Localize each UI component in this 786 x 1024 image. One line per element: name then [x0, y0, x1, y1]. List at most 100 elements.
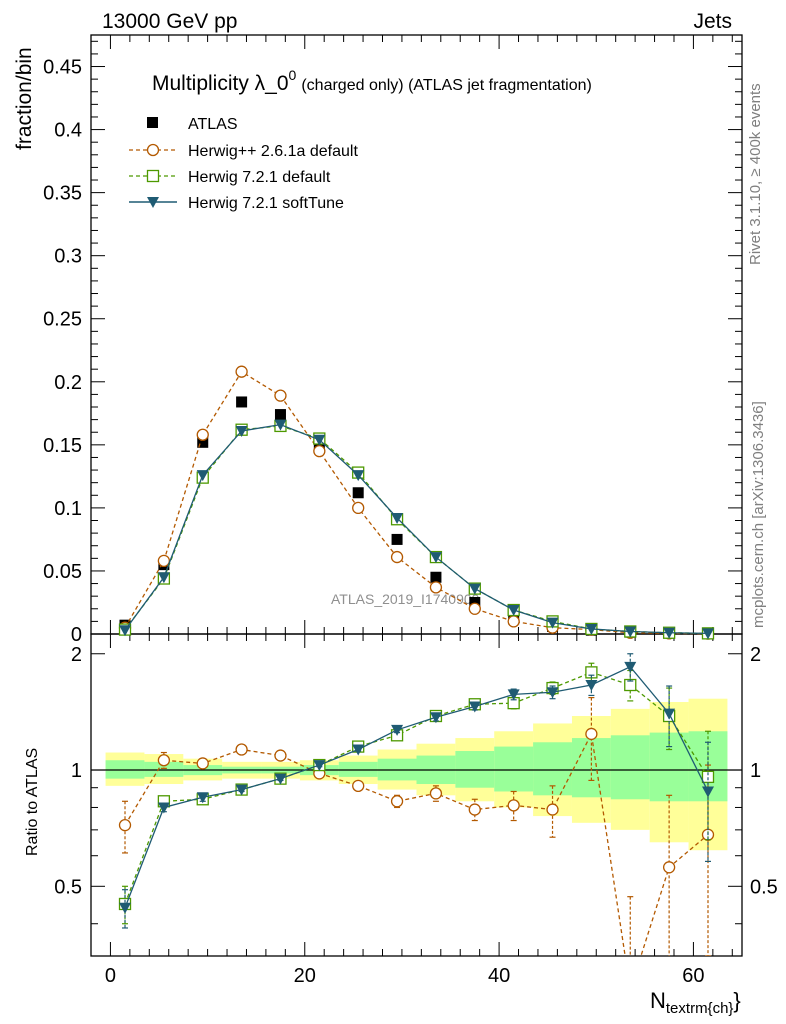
ratio-point-herwig-7-2-1-softtune	[507, 689, 520, 701]
data-point-herwig-7-2-1-softtune	[624, 626, 637, 638]
data-point-herwig-7-2-1-softtune	[429, 552, 442, 564]
ratio-point-herwig-2-6-1a-default	[585, 727, 598, 741]
data-point-atlas	[236, 396, 248, 408]
x-axis-title-sub: textrm{ch}	[666, 1000, 734, 1017]
ratio-point-herwig-7-2-1-softtune	[663, 708, 676, 720]
data-point-herwig-7-2-1-softtune	[235, 425, 248, 437]
ratio-point-herwig-2-6-1a-default	[662, 861, 676, 874]
data-point-herwig-2-6-1a-default	[196, 428, 209, 441]
data-point-herwig-7-2-1-softtune	[391, 512, 404, 524]
ratio-y-tick-label: 0.5	[54, 876, 82, 898]
data-point-herwig-7-2-1-softtune	[274, 419, 287, 431]
ratio-point-herwig-2-6-1a-default	[507, 799, 520, 812]
data-point-herwig-7-2-1-softtune	[313, 434, 326, 446]
ratio-point-herwig-2-6-1a-default	[390, 795, 404, 808]
ratio-point-herwig-7-2-1-softtune	[157, 802, 170, 814]
ratio-inner-band	[455, 751, 495, 788]
ratio-point-herwig-7-2-1-softtune	[313, 760, 326, 772]
top-y-tick-label: 0.4	[54, 120, 82, 142]
ratio-point-herwig-7-2-1-softtune	[391, 724, 404, 736]
chart-title-superscript: 0	[289, 67, 297, 83]
data-point-herwig-2-6-1a-default	[274, 389, 287, 402]
series-line-herwig-7-2-1-softtune	[124, 423, 709, 635]
ratio-y-tick-label-right: 0.5	[750, 876, 778, 898]
ratio-point-herwig-2-6-1a-default	[625, 984, 636, 995]
ratio-point-herwig-7-2-1-softtune	[196, 792, 209, 804]
ratio-inner-band	[338, 761, 378, 777]
legend-marker-herwig7-softtune	[147, 197, 159, 208]
ratio-point-herwig-2-6-1a-default	[352, 779, 365, 792]
rivet-version-label: Rivet 3.1.10, ≥ 400k events	[747, 83, 764, 265]
data-point-atlas	[469, 596, 481, 608]
ratio-y-tick-label: 2	[71, 644, 82, 666]
data-point-herwig-2-6-1a-default	[235, 365, 248, 378]
data-point-atlas	[430, 571, 442, 583]
ratio-inner-band	[494, 746, 534, 792]
ratio-point-herwig-7-2-1-softtune	[429, 712, 442, 724]
legend-marker-herwigpp	[146, 143, 160, 157]
header-category-label: Jets	[693, 10, 732, 33]
ratio-point-herwig-2-6-1a-default	[118, 818, 132, 832]
ratio-point-herwig-7-2-1-softtune	[235, 784, 248, 796]
data-point-herwig-2-6-1a-default	[157, 554, 171, 568]
ratio-point-herwig-7-2-1-softtune	[585, 680, 598, 692]
data-point-herwig-2-6-1a-default	[313, 444, 326, 458]
top-y-tick-label: 0.45	[43, 57, 82, 79]
ratio-line-herwig-7-2-1-default	[124, 671, 709, 905]
legend-label-herwig7-softtune: Herwig 7.2.1 softTune	[188, 195, 344, 212]
data-point-herwig-7-2-1-softtune	[701, 628, 714, 640]
ratio-point-herwig-7-2-1-softtune	[624, 661, 637, 673]
data-point-herwig-7-2-1-softtune	[196, 470, 209, 482]
ratio-point-herwig-7-2-1-softtune	[274, 773, 287, 785]
ratio-plot-frame	[90, 633, 743, 957]
top-y-tick-label: 0.35	[43, 183, 82, 205]
x-axis-title-close: }	[733, 988, 740, 1013]
top-y-tick-label: 0	[71, 624, 82, 646]
bottom-y-axis-title: Ratio to ATLAS	[24, 748, 41, 856]
ratio-y-tick-label-right: 2	[750, 644, 761, 666]
series-line-herwig-2-6-1a-default	[124, 370, 708, 635]
data-point-herwig-7-2-1-softtune	[157, 572, 170, 584]
data-point-herwig-7-2-1-softtune	[119, 625, 132, 637]
ratio-line-herwig-2-6-1a-default	[124, 731, 709, 956]
ratio-inner-band	[144, 761, 184, 777]
ratio-plot-series	[118, 653, 715, 995]
ratio-point-herwig-7-2-1-softtune	[468, 701, 481, 713]
data-point-herwig-7-2-1-softtune	[546, 617, 559, 629]
x-tick-label: 60	[682, 965, 704, 987]
legend-marker-herwig7-default	[146, 169, 160, 183]
top-y-tick-label: 0.1	[54, 498, 82, 520]
x-axis-title-main: N	[650, 988, 666, 1013]
ratio-point-herwig-2-6-1a-default	[546, 803, 559, 816]
legend-label-herwig7-default: Herwig 7.2.1 default	[188, 169, 331, 186]
ratio-y-tick-label-right: 1	[750, 760, 761, 782]
data-point-herwig-2-6-1a-default	[468, 602, 481, 615]
data-point-herwig-7-2-1-softtune	[352, 470, 365, 482]
mcplots-reference-label: mcplots.cern.ch [arXiv:1306.3436]	[750, 401, 767, 628]
ratio-point-herwig-7-2-1-softtune	[546, 687, 559, 699]
data-point-herwig-2-6-1a-default	[352, 501, 365, 515]
top-y-axis-title: fraction/bin	[13, 47, 36, 150]
ratio-point-herwig-7-2-1-softtune	[119, 902, 132, 914]
ratio-point-herwig-2-6-1a-default	[196, 757, 209, 770]
ratio-point-herwig-2-6-1a-default	[157, 754, 171, 767]
x-tick-label: 0	[105, 965, 116, 987]
header-energy-label: 13000 GeV pp	[102, 10, 237, 33]
x-tick-label: 40	[488, 965, 510, 987]
main-plot-series	[118, 365, 715, 640]
legend-marker-atlas	[147, 117, 158, 128]
x-tick-label: 20	[294, 965, 316, 987]
data-point-atlas	[197, 436, 209, 448]
ratio-point-herwig-2-6-1a-default	[429, 787, 443, 800]
data-point-herwig-2-6-1a-default	[507, 615, 520, 628]
ratio-point-herwig-2-6-1a-default	[274, 749, 287, 762]
ratio-line-herwig-7-2-1-softtune	[124, 666, 709, 908]
analysis-watermark: ATLAS_2019_I1740909	[331, 591, 480, 607]
ratio-point-herwig-2-6-1a-default	[468, 803, 481, 816]
chart-title-suffix: (charged only) (ATLAS jet fragmentation)	[301, 77, 592, 94]
top-y-tick-label: 0.3	[54, 246, 82, 268]
legend-label-atlas: ATLAS	[188, 116, 238, 133]
top-y-tick-label: 0.15	[43, 435, 82, 457]
legend: ATLAS Herwig++ 2.6.1a default Herwig 7.2…	[129, 116, 358, 212]
data-point-atlas	[274, 409, 286, 421]
